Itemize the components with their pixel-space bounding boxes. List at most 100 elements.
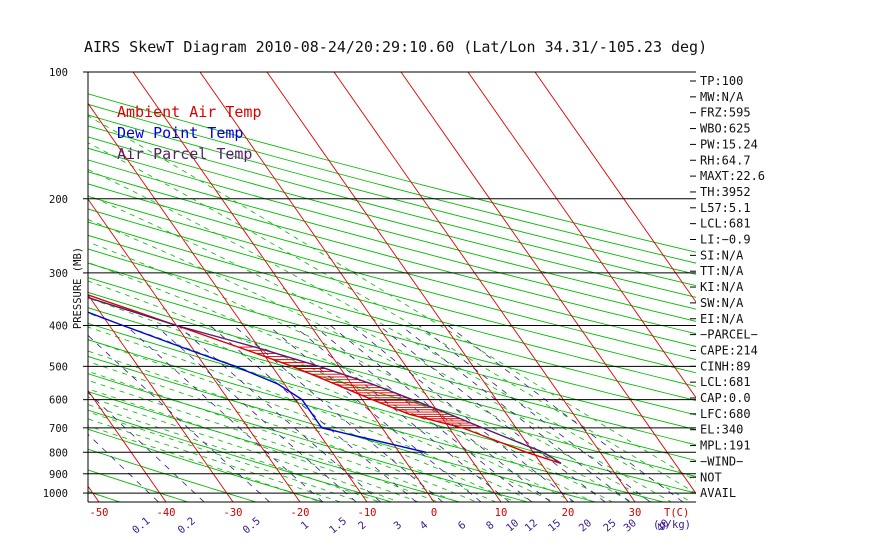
stats-item: FRZ:595 — [700, 106, 751, 120]
pressure-tick-label: 300 — [49, 268, 68, 280]
bottom-temp-tick-label: -50 — [90, 507, 109, 519]
mixing-ratio-line — [267, 325, 482, 502]
mixing-ratio-line — [209, 325, 417, 502]
stats-item: EL:340 — [700, 423, 743, 437]
parcel-temp-curve — [88, 296, 562, 464]
dry-adiabat — [88, 469, 189, 502]
stats-item: MPL:191 — [700, 439, 751, 453]
mixing-ratio-tick-label: 12 — [523, 517, 540, 534]
dry-adiabat — [88, 171, 696, 335]
pressure-tick-label: 1000 — [43, 488, 68, 500]
mixing-ratio-tick-label: 1.5 — [327, 515, 349, 536]
stats-item: MW:N/A — [700, 90, 744, 104]
stats-item: LCL:681 — [700, 217, 751, 231]
isotherm — [266, 72, 569, 502]
dry-adiabat — [88, 221, 696, 387]
stats-item: AVAIL — [700, 486, 736, 500]
pressure-axis-label: PRESSURE (MB) — [72, 247, 84, 329]
mixing-ratio-tick-label: 4 — [418, 519, 431, 532]
mixing-ratio-line — [88, 433, 159, 502]
moist-adiabat — [88, 241, 633, 502]
pressure-tick-label: 800 — [49, 447, 68, 459]
stats-item: CAP:0.0 — [700, 391, 751, 405]
dry-adiabat — [88, 147, 696, 310]
isotherm — [0, 72, 32, 502]
dry-adiabat — [88, 208, 696, 374]
isotherm — [534, 72, 696, 303]
stats-item: −PARCEL− — [700, 328, 758, 342]
mixing-ratio-tick-label: 10 — [504, 517, 521, 534]
isotherm — [400, 72, 696, 495]
moist-adiabat — [88, 396, 400, 502]
stats-item: EI:N/A — [700, 312, 744, 326]
moist-adiabat — [88, 370, 458, 502]
chart-title: AIRS SkewT Diagram 2010-08-24/20:29:10.6… — [84, 38, 707, 56]
dry-adiabat — [88, 355, 596, 502]
dry-adiabat — [88, 373, 528, 502]
mixing-ratio-tick-label: 1 — [299, 519, 312, 532]
stats-item: LFC:680 — [700, 407, 751, 421]
moist-adiabat — [88, 404, 380, 502]
dry-adiabat — [88, 291, 696, 461]
legend-entry: Dew Point Temp — [117, 124, 243, 142]
mixing-ratio-tick-label: 15 — [546, 517, 563, 534]
stats-item: CAPE:214 — [700, 343, 758, 357]
stats-item: TT:N/A — [700, 264, 744, 278]
isotherm — [88, 294, 234, 502]
bottom-temp-tick-label: 10 — [495, 507, 508, 519]
dry-adiabat — [88, 159, 696, 322]
stats-item: TP:100 — [700, 74, 743, 88]
isotherm — [333, 72, 636, 502]
dry-adiabat — [88, 448, 257, 502]
mixing-ratio-tick-label: 2 — [356, 519, 369, 532]
stats-item: −WIND− — [700, 454, 743, 468]
bottom-temp-tick-label: -30 — [224, 507, 243, 519]
stats-item: LI:−0.9 — [700, 233, 751, 247]
ambient-temp-curve — [88, 294, 562, 465]
mixing-ratio-tick-label: 0.5 — [241, 515, 263, 536]
stats-item: TH:3952 — [700, 185, 751, 199]
dry-adiabat — [88, 103, 696, 264]
dry-adiabat — [88, 114, 696, 275]
moist-adiabat — [88, 418, 341, 502]
stats-item: LCL:681 — [700, 375, 751, 389]
dry-adiabat — [0, 72, 52, 502]
bottom-temp-tick-label: 0 — [431, 507, 437, 519]
mixing-ratio-tick-label: 0.1 — [130, 515, 152, 536]
pressure-tick-label: 200 — [49, 194, 68, 206]
bottom-temp-tick-label: 20 — [562, 507, 575, 519]
mixing-ratio-tick-label: 20 — [577, 517, 594, 534]
legend: Ambient Air Temp Dew Point Temp Air Parcel… — [117, 103, 262, 163]
dry-adiabat — [88, 248, 696, 416]
dry-adiabat — [88, 234, 696, 402]
isotherm — [88, 389, 167, 502]
dry-adiabat — [88, 322, 696, 494]
mixing-ratio-tick-label: 8 — [484, 519, 497, 532]
mixing-ratio-unit-label: (g/kg) — [653, 519, 691, 531]
dry-adiabat — [88, 136, 696, 298]
dry-adiabat — [88, 428, 324, 502]
bottom-temp-tick-label: -10 — [358, 507, 377, 519]
stats-item: SI:N/A — [700, 248, 744, 262]
mixing-ratio-tick-label: 30 — [622, 517, 639, 534]
moist-adiabat — [88, 219, 652, 502]
pressure-tick-label: 700 — [49, 423, 68, 435]
pressure-tick-label: 600 — [49, 395, 68, 407]
dry-adiabat — [88, 195, 696, 360]
stats-item: WBO:625 — [700, 122, 751, 136]
pressure-tick-label: 900 — [49, 469, 68, 481]
legend-entry: Ambient Air Temp — [117, 103, 262, 121]
bottom-axis-unit-label: T(C) — [664, 507, 689, 519]
bottom-temp-tick-label: 30 — [629, 507, 642, 519]
isotherm — [88, 198, 301, 502]
bottom-temp-tick-label: -20 — [291, 507, 310, 519]
moist-adiabat — [88, 142, 696, 494]
stats-item: RH:64.7 — [700, 153, 751, 167]
isotherm — [88, 485, 100, 502]
isotherm — [88, 102, 368, 502]
moist-adiabat — [88, 339, 516, 502]
dry-adiabat — [88, 409, 392, 502]
mixing-ratio-line — [233, 325, 443, 502]
